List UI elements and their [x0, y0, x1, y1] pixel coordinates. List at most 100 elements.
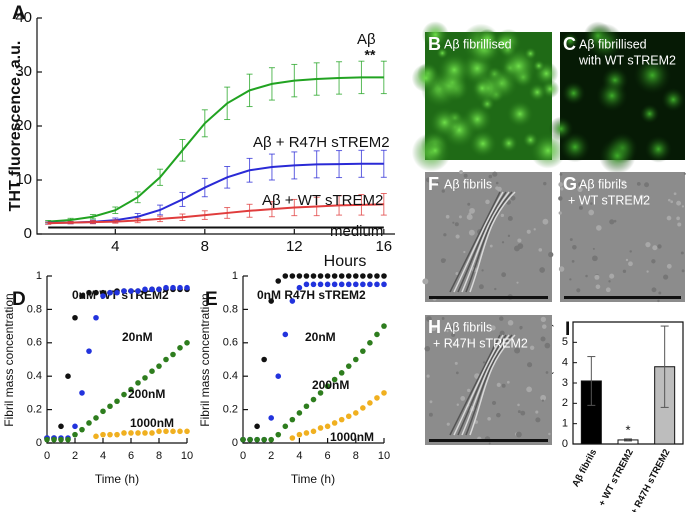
data-point [177, 284, 183, 291]
texture [651, 287, 657, 293]
texture [589, 202, 593, 205]
data-point [177, 428, 183, 435]
texture [527, 82, 547, 102]
texture [515, 431, 522, 438]
y-tick-label: 5 [562, 336, 568, 348]
y-tick-label: 0.8 [223, 303, 238, 315]
data-point [72, 423, 78, 430]
texture [506, 100, 534, 128]
series-label: 20nM [122, 330, 153, 344]
data-point [100, 431, 106, 438]
data-point [310, 428, 317, 435]
texture [576, 288, 581, 293]
texture [657, 299, 660, 303]
texture [543, 181, 547, 186]
data-point [107, 403, 113, 410]
data-point [317, 281, 324, 288]
fibril [457, 191, 507, 293]
series-line [48, 203, 384, 225]
data-point [282, 331, 289, 338]
data-point [261, 436, 267, 443]
x-tick-label: 10 [181, 450, 193, 462]
texture [426, 177, 431, 183]
texture [544, 342, 551, 349]
texture [542, 324, 547, 329]
data-point [261, 356, 267, 363]
texture [633, 56, 672, 95]
texture [488, 442, 491, 445]
texture [542, 218, 549, 225]
texture [621, 179, 627, 185]
texture [677, 222, 682, 227]
texture [467, 202, 471, 206]
texture [467, 338, 472, 343]
texture [494, 287, 497, 291]
series-label: Aβ + WT sTREM2 [262, 192, 383, 209]
data-point [360, 348, 366, 354]
texture [527, 362, 533, 368]
data-point [107, 289, 113, 296]
data-point [345, 413, 352, 420]
data-point [93, 433, 99, 440]
x-tick-label: + WT sTREM2 [597, 447, 636, 508]
data-point [331, 273, 338, 279]
panel-letter: F [428, 174, 439, 194]
texture [491, 400, 497, 406]
data-point [289, 416, 296, 423]
texture [605, 287, 611, 293]
texture [507, 320, 514, 326]
texture [561, 32, 579, 50]
image-caption: Aβ fibrils [444, 320, 492, 334]
texture [488, 174, 493, 179]
data-point [367, 273, 373, 279]
micrograph [425, 315, 552, 445]
annotation: * [625, 422, 630, 437]
data-point [254, 423, 260, 430]
texture [436, 47, 449, 60]
scale-bar [564, 296, 681, 299]
data-point [381, 281, 387, 288]
texture [644, 182, 650, 188]
series-label: 1000nM [330, 430, 374, 444]
panel-letter: G [563, 174, 577, 194]
x-tick-label: 8 [353, 450, 359, 462]
y-tick-label: 0.4 [223, 370, 238, 382]
texture [429, 400, 433, 404]
data-point [353, 410, 359, 416]
series-label: 200nM [128, 387, 165, 401]
data-point [184, 340, 190, 346]
data-point [324, 281, 331, 288]
data-point [296, 284, 303, 291]
data-point [93, 289, 99, 296]
data-point [381, 273, 387, 279]
texture [430, 325, 437, 332]
data-point [282, 423, 289, 430]
fibril [449, 334, 501, 436]
texture [558, 266, 565, 272]
texture [652, 245, 658, 251]
data-point [353, 281, 359, 288]
x-tick-label: 4 [296, 450, 302, 462]
texture [683, 172, 686, 175]
fibril [449, 191, 501, 293]
x-tick-label: 0 [240, 450, 246, 462]
texture [622, 269, 627, 273]
data-point [303, 430, 310, 436]
texture [629, 250, 632, 253]
texture [451, 332, 456, 337]
texture [583, 21, 613, 51]
data-point [296, 431, 303, 438]
texture [492, 171, 498, 177]
data-point [374, 395, 380, 401]
texture [517, 410, 521, 414]
panel-letter: D [12, 289, 26, 310]
texture [670, 200, 674, 204]
texture [571, 259, 575, 263]
data-point [303, 403, 310, 410]
series-line [48, 76, 384, 223]
x-tick-label: Aβ fibrils [570, 447, 599, 489]
data-point [184, 284, 190, 291]
texture [428, 412, 433, 417]
y-tick-label: 3 [562, 377, 568, 389]
y-tick-label: 0 [232, 437, 238, 449]
